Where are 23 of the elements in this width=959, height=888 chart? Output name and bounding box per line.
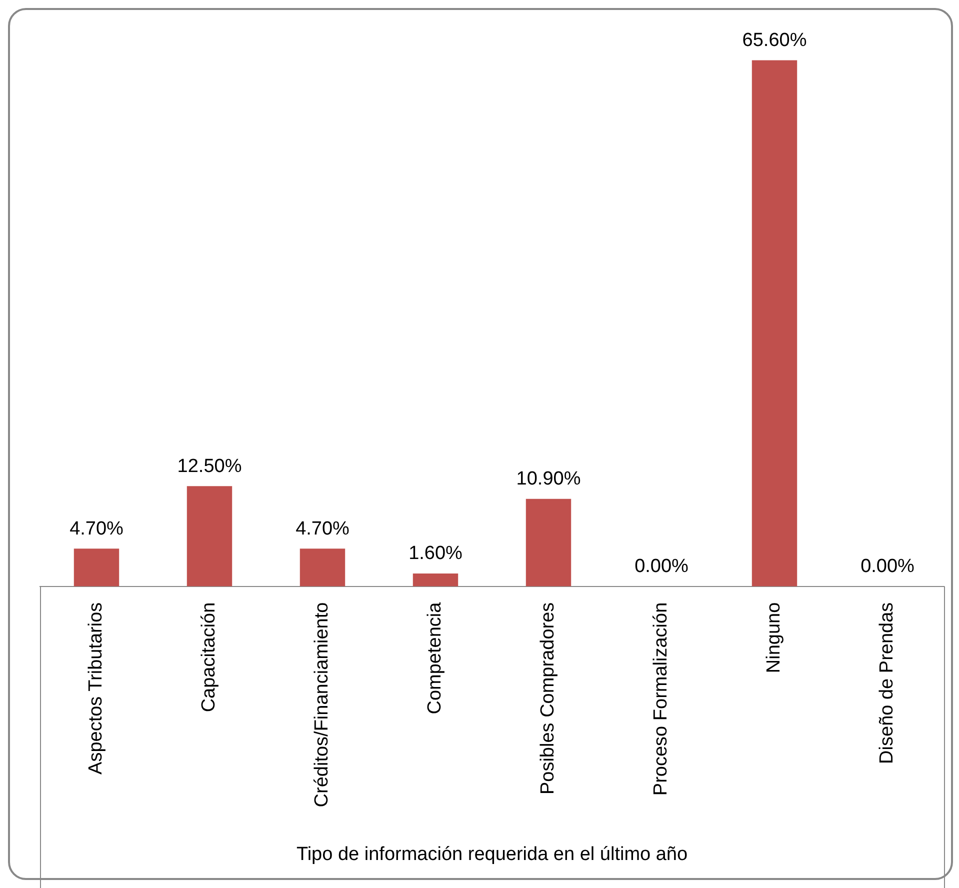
bar: [74, 548, 120, 586]
data-label: 10.90%: [516, 468, 581, 490]
x-tick-label: Ninguno: [764, 602, 785, 674]
data-label: 1.60%: [408, 543, 463, 564]
x-tick-label: Capacitación: [198, 602, 220, 712]
x-axis-title: Tipo de información requerida en el último año: [296, 844, 688, 865]
x-tick-label: Créditos/Financiamiento: [312, 602, 333, 808]
data-label: 4.70%: [296, 518, 350, 540]
x-tick-label: Competencia: [424, 602, 446, 714]
data-label: 0.00%: [860, 556, 915, 578]
x-tick-label: Posibles Compradores: [538, 602, 559, 795]
bar: [300, 548, 346, 586]
bar: [752, 60, 798, 586]
x-tick-label: Aspectos Tributarios: [86, 602, 107, 774]
bar: [186, 486, 232, 586]
x-tick-label: Diseño de Prendas: [876, 602, 898, 764]
bar: [412, 574, 458, 586]
x-tick-label: Proceso Formalización: [650, 602, 672, 796]
data-label: 12.50%: [177, 456, 242, 477]
data-label: 65.60%: [742, 30, 807, 52]
data-label: 4.70%: [70, 518, 124, 540]
data-label: 0.00%: [634, 556, 689, 578]
bar: [526, 498, 572, 586]
